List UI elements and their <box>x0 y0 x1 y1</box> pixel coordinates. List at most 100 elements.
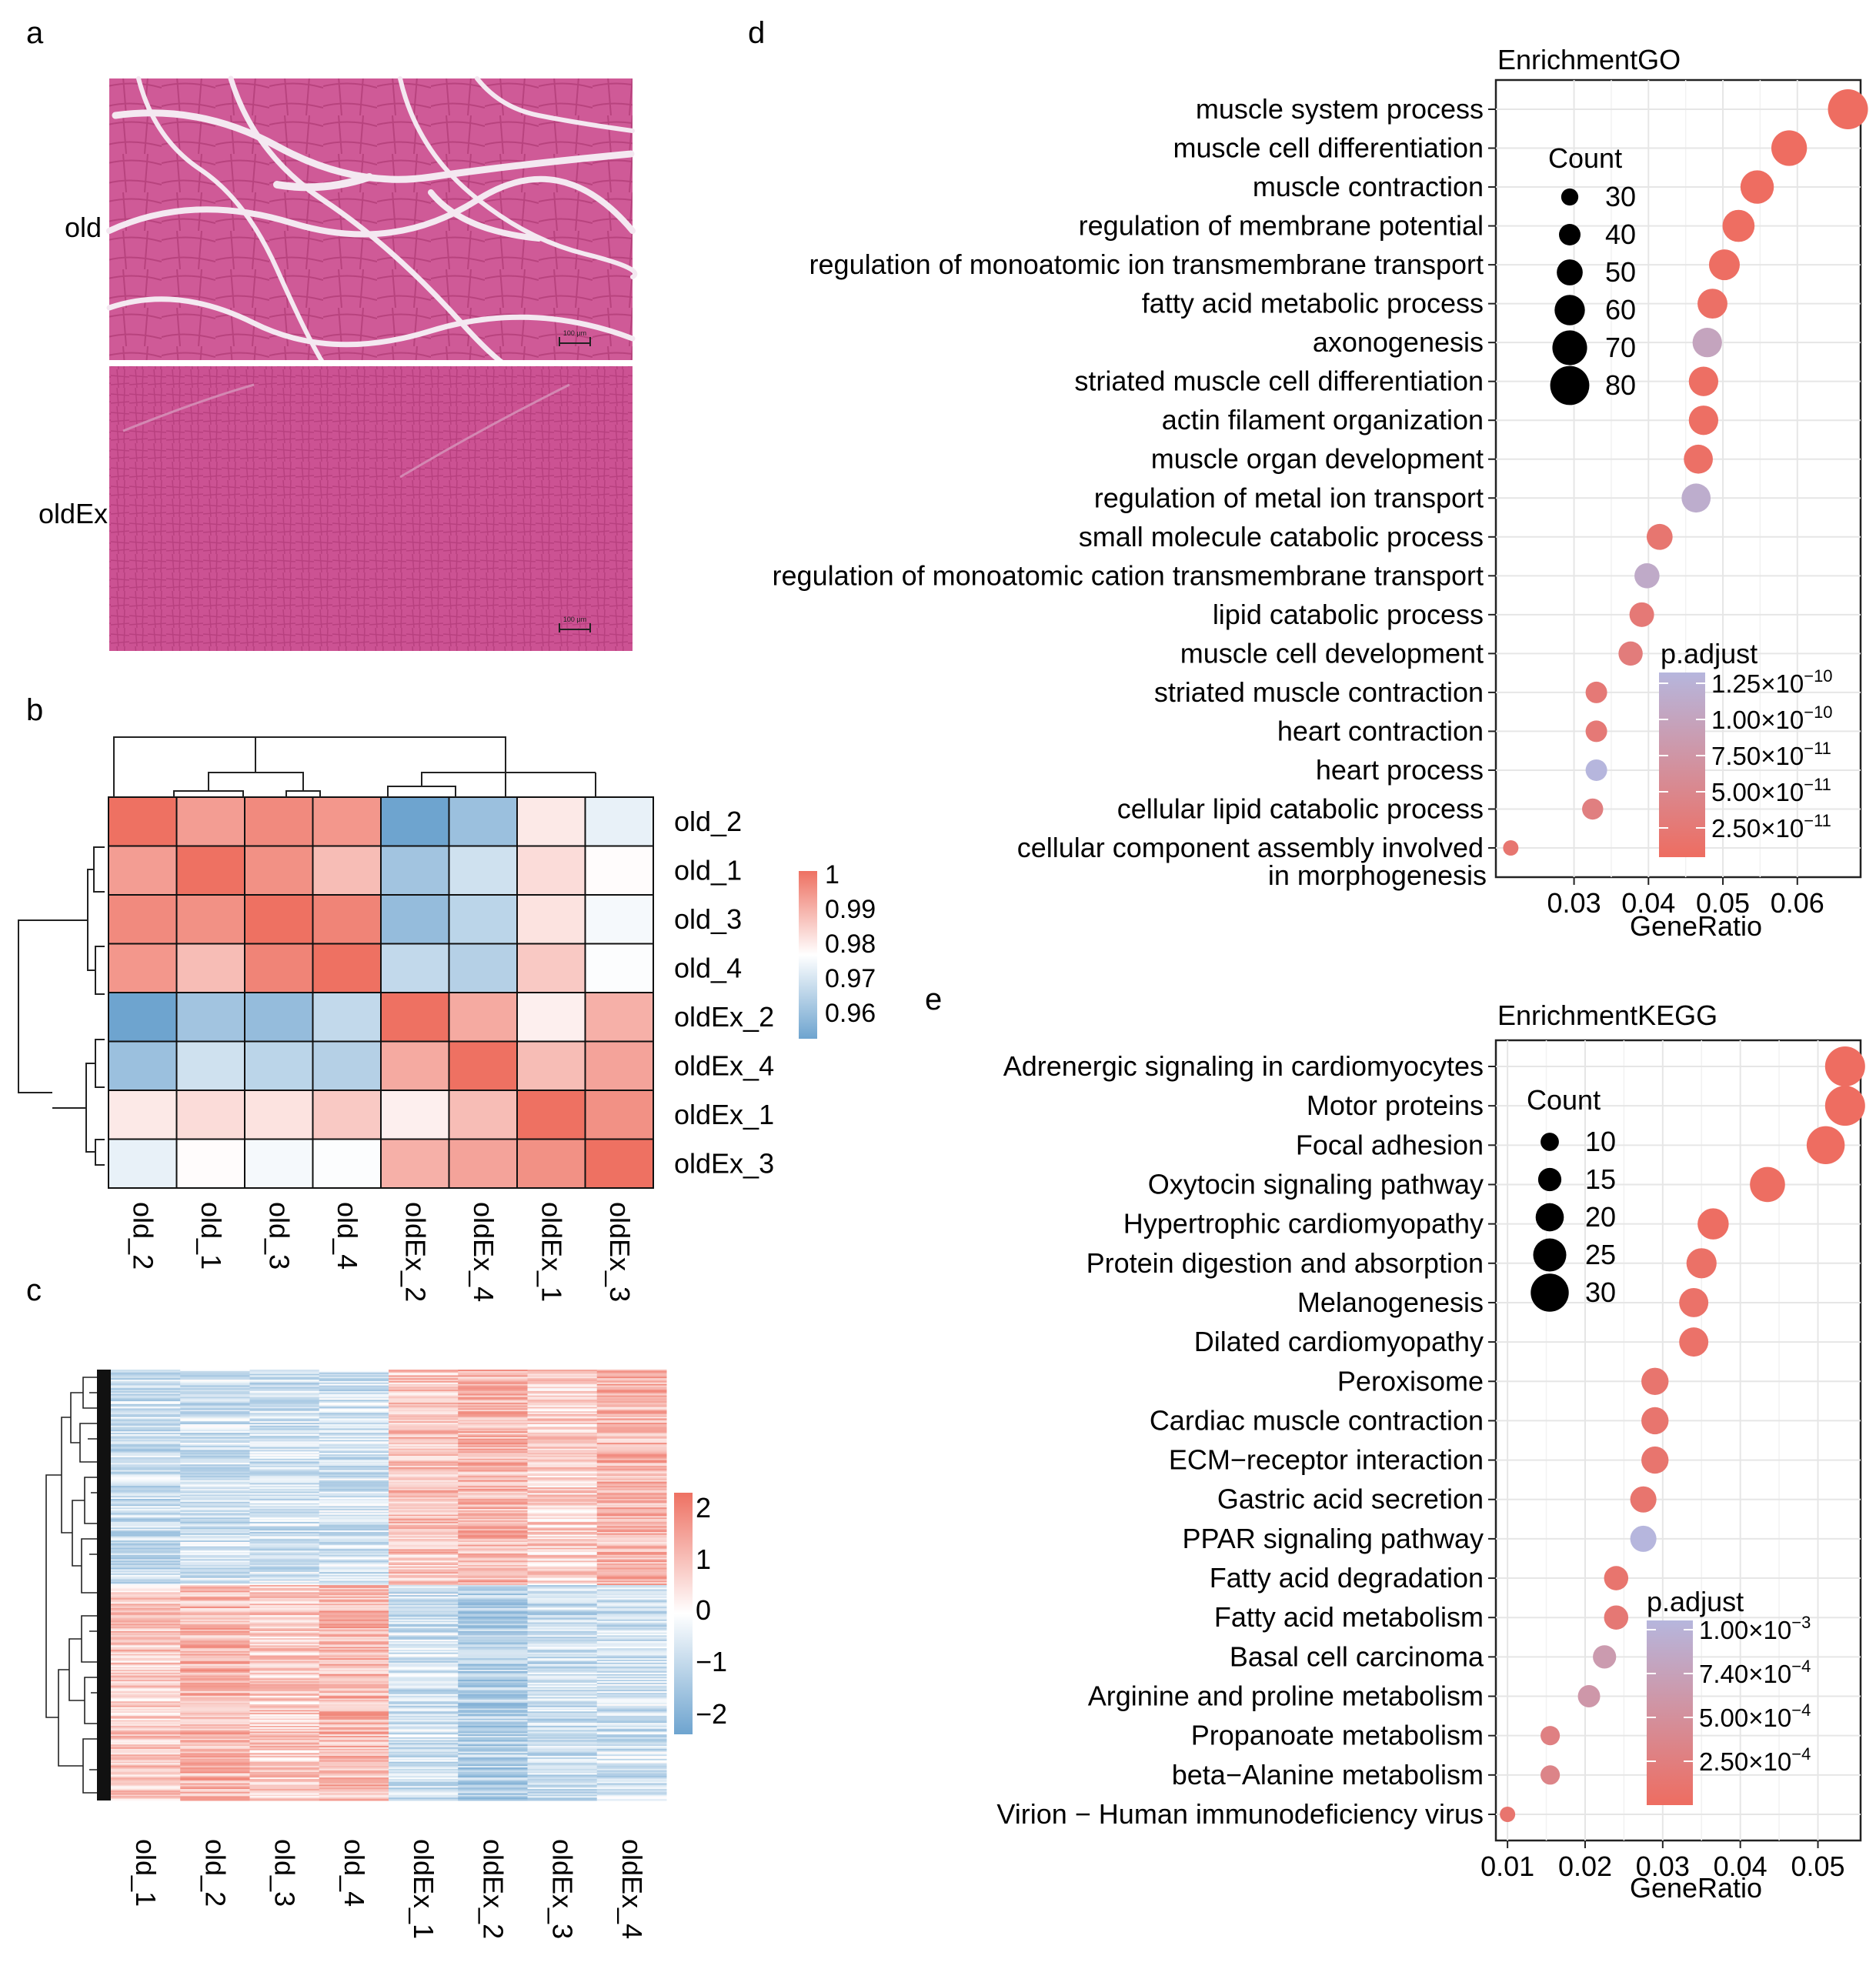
expr-cell-oldEx_4-60 <box>596 1456 667 1458</box>
expr-cell-oldEx_1-217 <box>389 1681 459 1684</box>
expr-cell-oldEx_2-134 <box>458 1562 528 1564</box>
expr-cell-old_4-297 <box>319 1796 389 1798</box>
expr-cell-oldEx_2-29 <box>458 1411 528 1413</box>
expr-cell-old_2-124 <box>180 1547 250 1550</box>
expr-cell-old_4-231 <box>319 1701 389 1704</box>
expr-cell-oldEx_1-136 <box>389 1564 459 1567</box>
go-point-muscle-contraction <box>1740 170 1774 204</box>
expr-cell-oldEx_3-237 <box>527 1710 598 1712</box>
expr-cell-oldEx_2-72 <box>458 1473 528 1475</box>
expr-cell-old_2-259 <box>180 1741 250 1744</box>
expr-cell-oldEx_1-87 <box>389 1494 459 1497</box>
expr-cell-old_3-182 <box>249 1630 320 1634</box>
expr-cell-old_4-274 <box>319 1763 389 1765</box>
expr-cell-old_3-114 <box>249 1533 320 1536</box>
expr-cell-oldEx_1-259 <box>389 1741 459 1744</box>
expr-cell-old_1-79 <box>111 1483 181 1485</box>
expr-cell-old_3-255 <box>249 1736 320 1738</box>
expr-cell-oldEx_1-84 <box>389 1490 459 1493</box>
kegg-point-hypertrophic-cardiomyopathy <box>1697 1208 1729 1240</box>
expr-cell-old_1-283 <box>111 1776 181 1778</box>
expr-cell-old_4-209 <box>319 1670 389 1672</box>
corr-cell-old_4-old_4 <box>312 943 382 993</box>
expr-cell-oldEx_2-114 <box>458 1533 528 1536</box>
go-term-regulation-of-membrane-potential: regulation of membrane potential <box>1079 210 1484 242</box>
kegg-count-legend-dot-20 <box>1535 1203 1564 1232</box>
expr-cell-oldEx_2-177 <box>458 1624 528 1626</box>
expr-cell-oldEx_1-201 <box>389 1658 459 1660</box>
expr-cell-oldEx_4-223 <box>596 1690 667 1692</box>
corr-cell-oldEx_2-oldEx_1 <box>516 992 586 1043</box>
expr-cell-old_1-14 <box>111 1390 181 1392</box>
expr-cell-old_1-185 <box>111 1635 181 1637</box>
expr-cell-old_4-229 <box>319 1698 389 1700</box>
expr-cell-old_2-265 <box>180 1750 250 1753</box>
kegg-xtick-label-0.03: 0.03 <box>1636 1851 1690 1882</box>
expr-cell-oldEx_1-68 <box>389 1467 459 1470</box>
expr-cell-oldEx_3-141 <box>527 1572 598 1574</box>
expr-cell-old_3-139 <box>249 1569 320 1571</box>
expr-cell-oldEx_3-78 <box>527 1481 598 1483</box>
expr-cell-old_1-92 <box>111 1501 181 1504</box>
expr-cell-oldEx_2-144 <box>458 1576 528 1579</box>
expr-cell-old_2-261 <box>180 1744 250 1747</box>
expr-cell-oldEx_1-293 <box>389 1790 459 1793</box>
expr-cell-oldEx_2-250 <box>458 1728 528 1731</box>
expr-cell-oldEx_1-124 <box>389 1547 459 1550</box>
expr-cell-old_3-19 <box>249 1397 320 1399</box>
corr-cell-oldEx_4-oldEx_3 <box>584 1040 654 1091</box>
expr-cell-oldEx_1-99 <box>389 1511 459 1514</box>
expr-cell-oldEx_4-198 <box>596 1654 667 1656</box>
expr-cell-old_2-157 <box>180 1595 250 1597</box>
expr-cell-oldEx_1-132 <box>389 1559 459 1561</box>
expr-cell-old_3-117 <box>249 1537 320 1540</box>
expr-cell-old_3-283 <box>249 1776 320 1778</box>
expr-cell-old_3-254 <box>249 1734 320 1737</box>
expr-cell-oldEx_1-18 <box>389 1395 459 1397</box>
expr-cell-oldEx_2-60 <box>458 1456 528 1458</box>
expr-cell-oldEx_1-158 <box>389 1596 459 1599</box>
expr-cell-old_2-66 <box>180 1464 250 1467</box>
expr-cell-oldEx_1-216 <box>389 1680 459 1682</box>
expr-cell-oldEx_4-135 <box>596 1564 667 1566</box>
expr-cell-oldEx_1-179 <box>389 1627 459 1629</box>
expr-cell-oldEx_3-282 <box>527 1774 598 1777</box>
expr-cell-oldEx_3-53 <box>527 1445 598 1448</box>
expr-cell-old_2-200 <box>180 1657 250 1659</box>
kegg-point-adrenergic-signaling-in-cardiomyocytes <box>1824 1046 1865 1086</box>
expr-cell-oldEx_1-287 <box>389 1781 459 1784</box>
expr-cell-oldEx_1-49 <box>389 1440 459 1442</box>
expr-cell-oldEx_4-12 <box>596 1387 667 1389</box>
expr-cell-oldEx_4-164 <box>596 1605 667 1607</box>
expr-cell-old_2-42 <box>180 1430 250 1432</box>
expr-cell-oldEx_3-0 <box>527 1370 598 1372</box>
go-count-legend-dot-50 <box>1557 259 1583 285</box>
expr-cell-oldEx_4-197 <box>596 1652 667 1655</box>
expr-cell-oldEx_1-66 <box>389 1464 459 1467</box>
go-term-muscle-cell-differentiation: muscle cell differentiation <box>1173 132 1484 164</box>
expr-cell-oldEx_3-17 <box>527 1393 598 1397</box>
expr-cell-old_2-2 <box>180 1372 250 1375</box>
panel-letter-b: b <box>26 693 43 727</box>
expr-cell-old_1-166 <box>111 1607 181 1610</box>
expr-cell-oldEx_1-58 <box>389 1453 459 1455</box>
expr-cell-oldEx_1-117 <box>389 1537 459 1540</box>
expr-cell-oldEx_3-25 <box>527 1405 598 1408</box>
expr-cell-oldEx_4-217 <box>596 1681 667 1684</box>
expr-cell-oldEx_2-227 <box>458 1695 528 1698</box>
go-term-muscle-cell-development: muscle cell development <box>1180 637 1484 669</box>
expr-cell-oldEx_4-279 <box>596 1770 667 1773</box>
expr-cell-oldEx_4-196 <box>596 1650 667 1654</box>
corr-cell-oldEx_1-old_3 <box>244 1090 314 1140</box>
expr-cell-oldEx_4-216 <box>596 1680 667 1682</box>
expr-cell-old_2-160 <box>180 1599 250 1602</box>
expr-cell-old_2-257 <box>180 1738 250 1741</box>
expr-cell-old_3-177 <box>249 1624 320 1626</box>
expr-cell-old_4-100 <box>319 1513 389 1516</box>
expr-cell-old_3-215 <box>249 1678 320 1680</box>
expr-cell-oldEx_2-211 <box>458 1672 528 1675</box>
expr-cell-old_2-24 <box>180 1403 250 1407</box>
expr-cell-old_3-44 <box>249 1433 320 1435</box>
expr-cell-old_4-81 <box>319 1486 389 1488</box>
expr-cell-oldEx_4-183 <box>596 1632 667 1634</box>
